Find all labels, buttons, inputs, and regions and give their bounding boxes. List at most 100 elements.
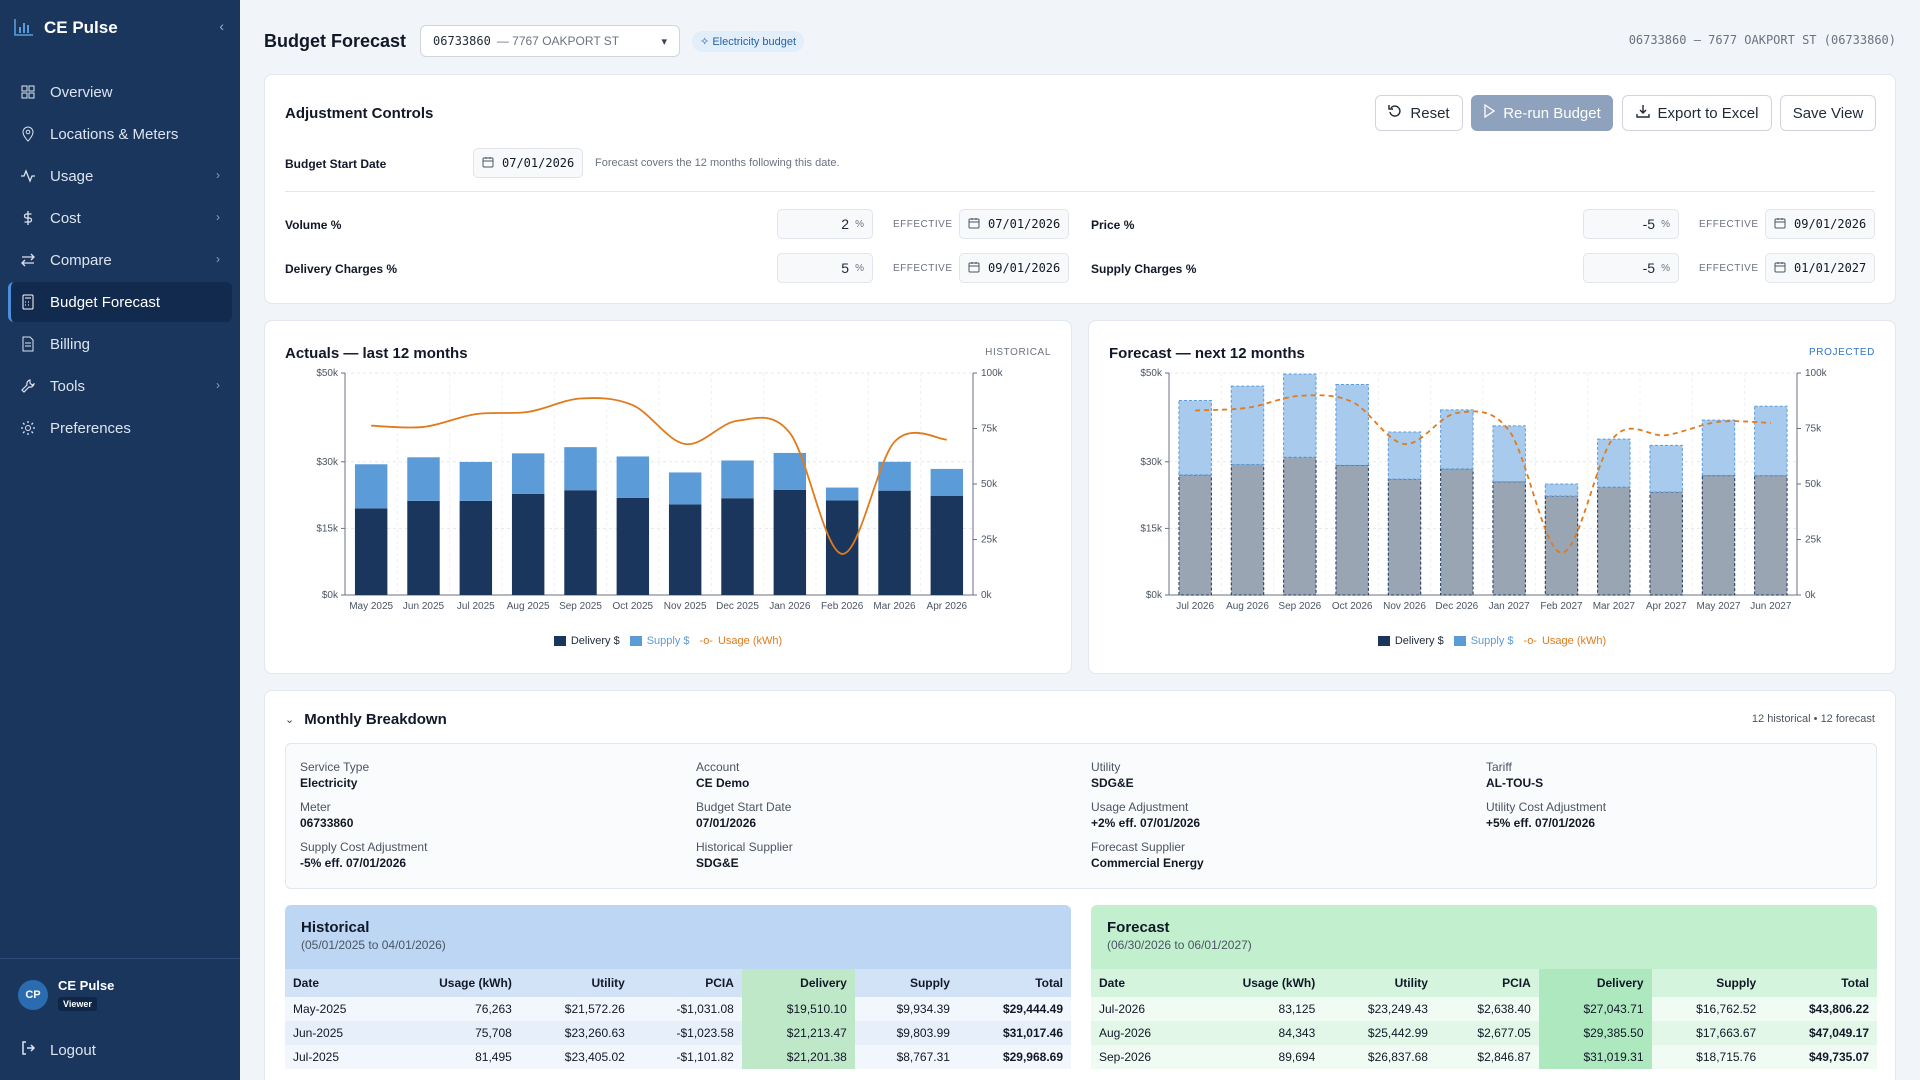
column-header[interactable]: Total xyxy=(1841,976,1869,990)
column-header[interactable]: Delivery xyxy=(1538,969,1652,997)
table-row[interactable]: Jul-2026 83,125 $23,249.43 $2,638.40 $27,043… xyxy=(1091,997,1877,1021)
column-header[interactable]: Usage (kWh) xyxy=(1242,976,1316,990)
meta-field: Service Type Electricity xyxy=(300,760,369,790)
forecast-chart-card: Forecast — next 12 months PROJECTED $0k $… xyxy=(1088,320,1896,674)
budget-type-label: Electricity budget xyxy=(712,35,797,48)
column-header[interactable]: PCIA xyxy=(1502,976,1531,990)
sidebar-item-preferences[interactable]: Preferences xyxy=(8,408,232,448)
table-cell: $23,249.43 xyxy=(1367,1002,1428,1016)
meta-value: +2% eff. 07/01/2026 xyxy=(1091,816,1201,830)
price-effective-date[interactable]: 09/01/2026 xyxy=(1765,209,1875,239)
delivery-charges-unit: % xyxy=(855,262,864,274)
bar-supply xyxy=(1440,409,1474,470)
brand[interactable]: CE Pulse xyxy=(14,16,118,40)
bar-delivery xyxy=(1178,474,1212,596)
sidebar-item-locations-meters[interactable]: Locations & Meters xyxy=(8,114,232,154)
sidebar-item-usage[interactable]: Usage › xyxy=(8,156,232,196)
table-cell: -$1,023.58 xyxy=(676,1026,734,1040)
y2-tick-label: 50k xyxy=(981,479,998,490)
budget-start-date-input[interactable]: 07/01/2026 xyxy=(473,148,583,178)
supply-effective-date[interactable]: 01/01/2027 xyxy=(1765,253,1875,283)
sidebar-item-label: Usage xyxy=(50,167,94,185)
table-cell: $2,677.05 xyxy=(1477,1026,1531,1040)
sidebar-item-budget-forecast[interactable]: Budget Forecast xyxy=(8,282,232,322)
column-header[interactable]: Delivery xyxy=(741,969,855,997)
save-view-button[interactable]: Save View xyxy=(1780,95,1876,131)
export-excel-button[interactable]: Export to Excel xyxy=(1622,95,1772,131)
column-header[interactable]: Utility xyxy=(591,976,625,990)
meta-key: Utility xyxy=(1091,760,1121,774)
calculator-icon xyxy=(20,294,36,310)
meta-key: Service Type xyxy=(300,760,370,774)
column-header[interactable]: Supply xyxy=(1716,976,1757,990)
chevron-right-icon: › xyxy=(216,210,220,224)
sidebar-item-tools[interactable]: Tools › xyxy=(8,366,232,406)
table-row[interactable]: May-2025 76,263 $21,572.26 -$1,031.08 $19,51… xyxy=(285,997,1071,1021)
rerun-budget-button[interactable]: Re-run Budget xyxy=(1471,95,1613,131)
forecast-range: (06/30/2026 to 06/01/2027) xyxy=(1107,938,1252,952)
column-header[interactable]: Utility xyxy=(1394,976,1428,990)
delivery-charges-input[interactable]: 5 % xyxy=(777,253,873,283)
x-tick-label: Mar 2026 xyxy=(873,601,916,612)
column-header[interactable]: Date xyxy=(293,976,320,990)
y2-tick-label: 75k xyxy=(981,424,998,435)
bar-delivery xyxy=(668,504,702,595)
usage-line xyxy=(1195,394,1771,554)
sidebar-item-cost[interactable]: Cost › xyxy=(8,198,232,238)
sidebar-item-label: Locations & Meters xyxy=(50,125,179,143)
delivery-effective-date[interactable]: 09/01/2026 xyxy=(959,253,1069,283)
historical-grid: Date Usage (kWh) Utility PCIA Delivery Supply… xyxy=(285,969,1071,1069)
controls-divider xyxy=(285,191,1875,192)
supply-charges-input[interactable]: -5 % xyxy=(1583,253,1679,283)
bar-delivery xyxy=(354,508,388,595)
bar-supply xyxy=(1597,438,1631,488)
grid-icon xyxy=(20,84,36,100)
column-header[interactable]: Supply xyxy=(909,976,950,990)
usage-line xyxy=(371,397,947,555)
column-header[interactable]: PCIA xyxy=(705,976,734,990)
y2-tick-label: 75k xyxy=(1805,424,1822,435)
table-row[interactable]: Sep-2026 89,694 $26,837.68 $2,846.87 $31,019… xyxy=(1091,1045,1877,1069)
table-cell: Aug-2026 xyxy=(1099,1026,1152,1040)
table-row[interactable]: Jul-2025 81,495 $23,405.02 -$1,101.82 $21,20… xyxy=(285,1045,1071,1069)
sidebar-item-label: Overview xyxy=(50,83,113,101)
reset-button[interactable]: Reset xyxy=(1375,95,1463,131)
supply-effective-value: 01/01/2027 xyxy=(1794,261,1867,275)
bar-delivery xyxy=(1649,491,1683,596)
column-header[interactable]: Usage (kWh) xyxy=(439,976,512,990)
table-row[interactable]: Aug-2026 84,343 $25,442.99 $2,677.05 $29,385… xyxy=(1091,1021,1877,1045)
legend-delivery: Delivery $ xyxy=(553,635,620,647)
meter-select[interactable]: 06733860 — 7767 OAKPORT ST ▾ xyxy=(420,25,681,57)
bar-delivery xyxy=(1701,475,1736,596)
collapse-sidebar-icon[interactable]: ‹ xyxy=(219,18,224,34)
table-cell: $2,846.87 xyxy=(1477,1050,1531,1064)
delivery-effective-value: 09/01/2026 xyxy=(988,261,1061,275)
volume-input[interactable]: 2 % xyxy=(777,209,873,239)
table-cell: $21,213.47 xyxy=(741,1021,855,1045)
meta-value: AL-TOU-S xyxy=(1486,776,1544,790)
bar-delivery xyxy=(1387,478,1422,596)
table-cell: $29,968.69 xyxy=(1002,1050,1063,1064)
table-row[interactable]: Jun-2025 75,708 $23,260.63 -$1,023.58 $21,21… xyxy=(285,1021,1071,1045)
y-tick-label: $15k xyxy=(1140,523,1163,534)
sidebar-item-overview[interactable]: Overview xyxy=(8,72,232,112)
meta-key: Account xyxy=(696,760,740,774)
sidebar-item-billing[interactable]: Billing xyxy=(8,324,232,364)
meter-select-address: — 7767 OAKPORT ST xyxy=(496,34,620,48)
column-header[interactable]: Total xyxy=(1035,976,1063,990)
user-profile[interactable]: CP CE Pulse Viewer xyxy=(18,978,114,1011)
reset-label: Reset xyxy=(1410,104,1450,122)
volume-effective-date[interactable]: 07/01/2026 xyxy=(959,209,1069,239)
sidebar-item-compare[interactable]: Compare › xyxy=(8,240,232,280)
volume-label: Volume % xyxy=(285,218,342,232)
price-input[interactable]: -5 % xyxy=(1583,209,1679,239)
breakdown-toggle[interactable]: ⌄ Monthly Breakdown xyxy=(285,711,447,728)
historical-tag: HISTORICAL xyxy=(985,347,1051,358)
column-header[interactable]: Date xyxy=(1099,976,1126,990)
bar-supply xyxy=(1387,431,1422,480)
x-tick-label: May 2025 xyxy=(349,601,393,612)
y-tick-label: $30k xyxy=(316,457,339,468)
table-cell: $47,049.17 xyxy=(1808,1026,1869,1040)
meta-value: 06733860 xyxy=(300,816,354,830)
logout-button[interactable]: Logout xyxy=(20,1040,96,1060)
